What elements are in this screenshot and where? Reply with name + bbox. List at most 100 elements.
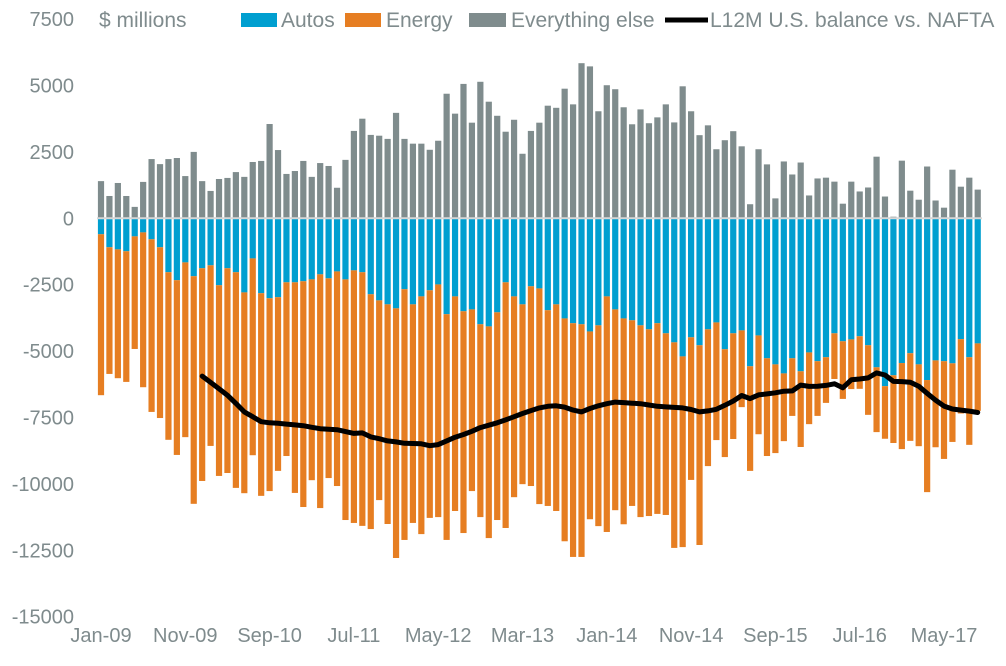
bar-everything-else [763,164,771,219]
bar-everything-else [797,162,804,219]
bar-autos [232,218,239,273]
bar-autos [300,218,307,282]
bar-everything-else [628,124,636,219]
bar-energy [662,333,669,515]
bar-everything-else [671,122,678,219]
bar-energy [241,292,248,494]
bar-energy [392,308,400,558]
bar-energy [266,298,273,492]
bar-energy [730,333,737,440]
bar-everything-else [190,151,197,219]
bar-autos [477,218,484,325]
bar-autos [881,218,889,387]
bar-energy [856,336,863,389]
bar-everything-else [266,124,273,219]
bar-energy [671,342,678,548]
bar-autos [763,218,771,359]
bar-everything-else [814,178,821,219]
bar-autos [376,218,383,301]
bar-energy [451,296,459,511]
bar-autos [645,218,653,330]
bar-energy [418,296,425,535]
x-tick-label: Jul-11 [327,625,380,647]
bar-autos [131,218,138,237]
bar-autos [241,218,248,293]
bar-autos [974,218,981,344]
bar-autos [789,218,796,359]
bar-autos [283,218,290,283]
bar-everything-else [553,107,560,219]
bar-autos [932,218,939,361]
bar-autos [468,218,476,310]
bar-energy [401,289,408,540]
bar-autos [401,218,408,290]
l12m-balance-line [199,370,981,449]
bar-everything-else [300,160,307,219]
bar-autos [418,218,425,297]
bar-autos [957,218,964,340]
x-tick-label: Nov-09 [153,625,217,647]
bar-everything-else [384,138,391,219]
bar-everything-else [704,125,712,219]
bar-autos [721,218,728,350]
bar-energy [848,339,855,390]
bar-autos [940,218,948,362]
bar-everything-else [451,113,459,219]
bar-energy [317,274,324,509]
bar-energy [890,375,897,443]
bar-everything-else [485,101,492,219]
bar-everything-else [721,140,728,219]
bar-autos [519,218,526,305]
bar-autos [173,218,180,281]
bar-autos [165,218,172,273]
x-tick-label: Sep-15 [743,625,808,647]
bar-everything-else [713,149,720,219]
bar-autos [578,218,585,325]
bar-autos [924,218,931,381]
bar-autos [586,218,594,332]
bar-everything-else [342,159,349,219]
bar-autos [249,218,256,259]
bar-energy [957,339,964,414]
bar-autos [747,218,754,367]
bar-everything-else [502,131,509,219]
bar-everything-else [359,118,366,219]
bar-autos [569,218,577,324]
bar-everything-else [477,81,484,219]
bar-everything-else [806,195,813,219]
bar-everything-else [207,190,214,219]
bar-energy [190,276,197,504]
bar-autos [485,218,492,327]
bar-everything-else [401,138,408,219]
y-axis-unit-label: $ millions [99,9,187,32]
bar-autos [258,218,265,294]
bar-autos [409,218,417,305]
bar-energy [258,293,265,496]
bar-autos [443,218,450,315]
bar-everything-else [536,122,543,219]
bar-everything-else [679,86,686,219]
bar-energy [131,236,138,349]
bar-everything-else [932,200,939,219]
bar-everything-else [123,195,130,219]
bar-everything-else [747,204,754,219]
bar-autos [392,218,400,309]
bar-everything-else [586,66,594,219]
bar-everything-else [612,89,619,219]
bar-energy [822,357,830,403]
bar-energy [300,281,307,508]
bar-everything-else [199,181,206,219]
bars [97,63,981,558]
bar-energy [881,386,889,439]
bar-autos [595,218,602,326]
bar-energy [291,282,298,493]
bar-autos [544,218,551,311]
bar-energy [797,371,804,447]
bar-autos [156,218,164,248]
x-tick-label: Nov-14 [659,625,723,647]
bar-energy [148,239,155,412]
bar-autos [553,218,560,305]
bar-everything-else [873,156,880,219]
bar-autos [291,218,298,283]
